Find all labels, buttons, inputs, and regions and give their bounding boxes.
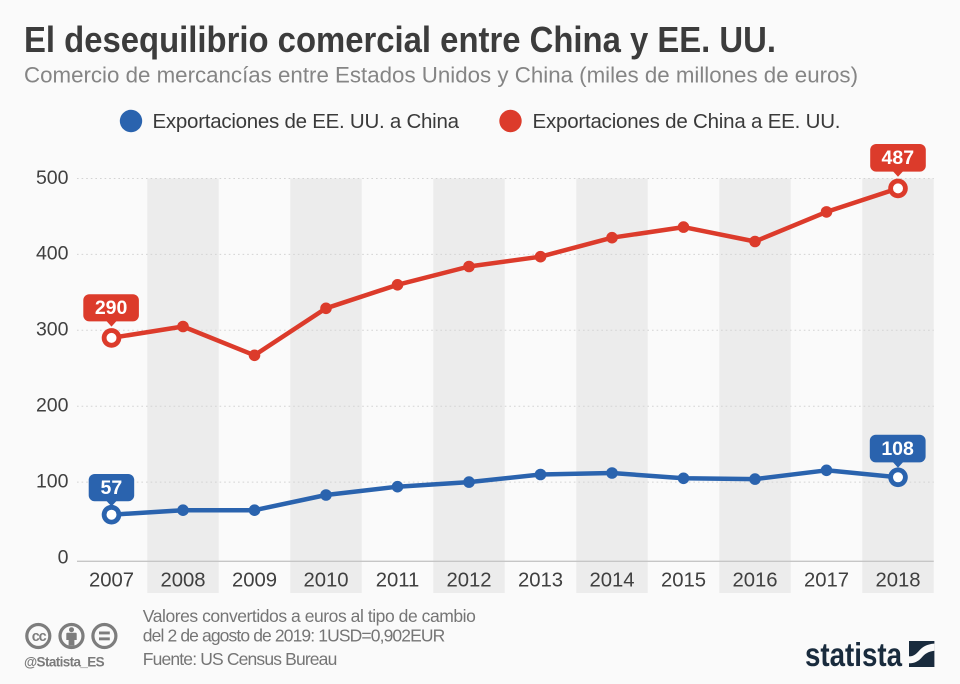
svg-text:500: 500: [36, 167, 69, 189]
svg-text:108: 108: [881, 438, 914, 460]
svg-text:2014: 2014: [589, 569, 634, 591]
svg-text:2013: 2013: [518, 569, 563, 591]
svg-text:200: 200: [36, 395, 69, 417]
svg-text:2007: 2007: [89, 569, 134, 591]
svg-text:cc: cc: [32, 629, 47, 645]
svg-text:Valores convertidos a euros al: Valores convertidos a euros al tipo de c…: [143, 606, 476, 626]
svg-text:Comercio de mercancías entre E: Comercio de mercancías entre Estados Uni…: [24, 63, 858, 88]
svg-text:del 2 de agosto de 2019: 1USD=: del 2 de agosto de 2019: 1USD=0,902EUR: [143, 626, 446, 646]
svg-text:290: 290: [95, 297, 128, 319]
svg-text:2016: 2016: [732, 569, 777, 591]
svg-text:57: 57: [101, 477, 123, 499]
svg-text:300: 300: [36, 319, 69, 341]
svg-text:2011: 2011: [376, 569, 420, 591]
svg-text:0: 0: [58, 546, 69, 568]
svg-text:2009: 2009: [232, 569, 277, 591]
svg-text:Exportaciones de China a EE. U: Exportaciones de China a EE. UU.: [533, 110, 841, 133]
svg-text:Exportaciones de EE. UU. a Chi: Exportaciones de EE. UU. a China: [153, 110, 460, 133]
svg-text:100: 100: [36, 470, 69, 492]
svg-text:2010: 2010: [303, 569, 348, 591]
svg-text:400: 400: [36, 243, 69, 265]
svg-text:2012: 2012: [446, 569, 491, 591]
svg-text:487: 487: [882, 147, 915, 169]
svg-text:statista: statista: [805, 636, 903, 673]
svg-text:El desequilibrio comercial ent: El desequilibrio comercial entre China y…: [24, 19, 776, 60]
svg-text:2017: 2017: [804, 569, 849, 591]
svg-text:2018: 2018: [875, 569, 920, 591]
svg-text:@Statista_ES: @Statista_ES: [24, 655, 105, 670]
svg-text:Fuente: US Census Bureau: Fuente: US Census Bureau: [143, 649, 337, 669]
svg-text:2015: 2015: [661, 569, 706, 591]
svg-text:2008: 2008: [160, 569, 205, 591]
